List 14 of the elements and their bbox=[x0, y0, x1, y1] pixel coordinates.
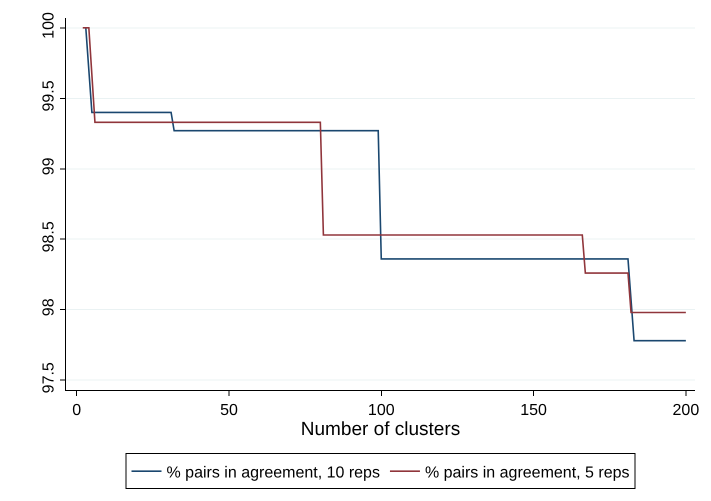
legend-label: % pairs in agreement, 10 reps bbox=[166, 464, 380, 482]
y-tick-label: 98 bbox=[40, 298, 58, 316]
y-tick-label: 97.5 bbox=[40, 362, 58, 394]
x-tick-label: 150 bbox=[520, 402, 548, 420]
x-tick-label: 0 bbox=[72, 402, 82, 420]
x-axis-title: Number of clusters bbox=[300, 419, 460, 440]
y-tick-label: 100 bbox=[40, 12, 58, 39]
y-tick-label: 99 bbox=[40, 157, 58, 176]
legend-label: % pairs in agreement, 5 reps bbox=[424, 464, 630, 482]
x-tick-label: 100 bbox=[368, 402, 395, 420]
x-tick-label: 50 bbox=[220, 402, 238, 420]
y-tick-label: 99.5 bbox=[40, 80, 58, 112]
x-tick-label: 200 bbox=[672, 402, 700, 420]
y-tick-label: 98.5 bbox=[40, 221, 58, 252]
